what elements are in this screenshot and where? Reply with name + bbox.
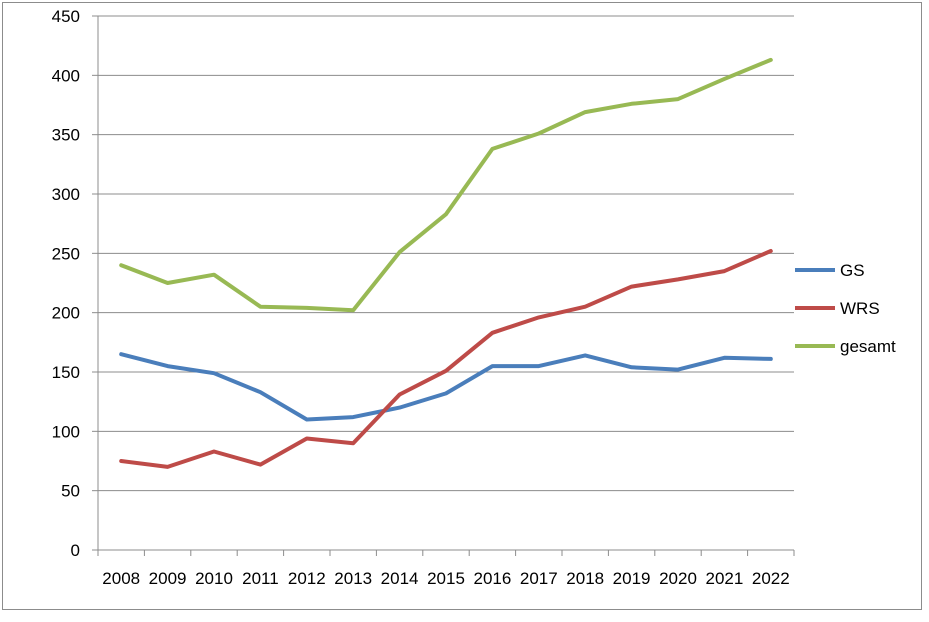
y-tick-label: 450 — [52, 7, 80, 26]
x-tick-label-2020: 2020 — [659, 569, 697, 588]
x-axis-tick-labels: 2008 2009 2010 2011 2012 2013 2014 2015 2016 2017… — [102, 569, 789, 588]
x-tick-label-2013: 2013 — [334, 569, 372, 588]
x-tick-label-2012: 2012 — [288, 569, 326, 588]
y-tick-label: 50 — [61, 482, 80, 501]
x-tick-label-2008: 2008 — [102, 569, 140, 588]
x-tick-label-2016: 2016 — [473, 569, 511, 588]
y-tick-label: 100 — [52, 422, 80, 441]
x-tick-label-2019: 2019 — [613, 569, 651, 588]
axes — [92, 15, 795, 556]
x-tick-label-2015: 2015 — [427, 569, 465, 588]
x-tick-label-2010: 2010 — [195, 569, 233, 588]
y-tick-label: 400 — [52, 66, 80, 85]
legend-label-gs: GS — [840, 261, 865, 280]
x-tick-label-2009: 2009 — [149, 569, 187, 588]
series-line-gs — [119, 352, 773, 422]
series-line-gesamt — [119, 57, 773, 313]
x-tick-label-2022: 2022 — [752, 569, 790, 588]
y-tick-label: 200 — [52, 304, 80, 323]
x-tick-label-2018: 2018 — [566, 569, 604, 588]
x-tick-label-2011: 2011 — [242, 569, 279, 588]
legend-label-gesamt: gesamt — [840, 337, 896, 356]
y-tick-label: 350 — [52, 126, 80, 145]
y-tick-label: 300 — [52, 185, 80, 204]
series-lines — [119, 57, 773, 469]
y-tick-label: 250 — [52, 244, 80, 263]
chart-frame — [2, 2, 922, 610]
x-tick-label-2014: 2014 — [381, 569, 419, 588]
series-line-wrs — [119, 249, 773, 469]
y-tick-label: 0 — [71, 541, 80, 560]
x-tick-label-2017: 2017 — [520, 569, 558, 588]
gridlines — [98, 15, 794, 492]
x-tick-label-2021: 2021 — [705, 569, 743, 588]
y-tick-label: 150 — [52, 363, 80, 382]
legend: GS WRS gesamt — [795, 261, 896, 356]
y-axis-tick-labels: 0 50 100 150 200 250 300 350 400 450 — [52, 7, 80, 560]
legend-label-wrs: WRS — [840, 299, 880, 318]
